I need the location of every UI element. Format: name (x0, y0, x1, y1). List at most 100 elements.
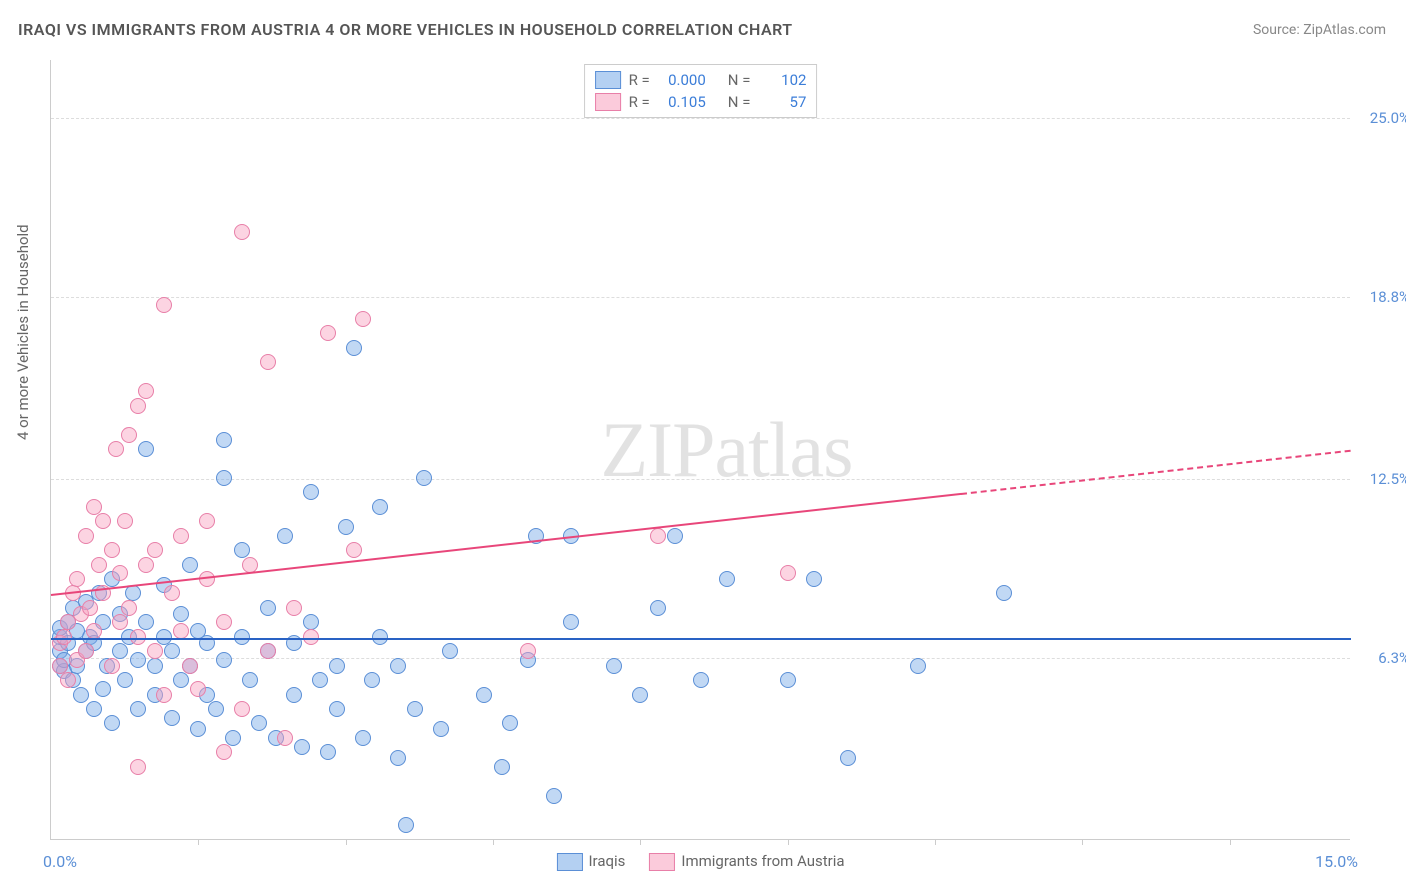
scatter-point (260, 600, 276, 616)
trend-line (51, 493, 961, 596)
scatter-point (416, 470, 432, 486)
scatter-point (251, 715, 267, 731)
gridline (51, 297, 1350, 298)
scatter-point (286, 600, 302, 616)
x-tick (198, 839, 199, 845)
scatter-point (78, 528, 94, 544)
y-axis-label: 4 or more Vehicles in Household (14, 224, 32, 440)
legend-n-label: N = (728, 93, 751, 111)
correlation-legend: R =0.000N =102R =0.105N =57 (584, 64, 818, 118)
legend-r-value: 0.000 (662, 71, 706, 89)
legend-series-label: Iraqis (588, 852, 625, 870)
scatter-point (294, 739, 310, 755)
scatter-point (173, 528, 189, 544)
scatter-point (667, 528, 683, 544)
scatter-point (355, 730, 371, 746)
scatter-point (164, 585, 180, 601)
legend-n-value: 57 (762, 93, 806, 111)
legend-swatch (556, 853, 582, 871)
scatter-point (73, 687, 89, 703)
scatter-point (182, 557, 198, 573)
scatter-point (277, 528, 293, 544)
y-tick-label: 18.8% (1370, 288, 1406, 306)
scatter-point (234, 542, 250, 558)
legend-r-value: 0.105 (662, 93, 706, 111)
scatter-point (130, 701, 146, 717)
scatter-point (112, 565, 128, 581)
y-tick-label: 6.3% (1378, 649, 1406, 667)
scatter-point (433, 721, 449, 737)
scatter-point (117, 513, 133, 529)
scatter-point (346, 542, 362, 558)
scatter-point (138, 383, 154, 399)
source-attribution: Source: ZipAtlas.com (1253, 22, 1386, 38)
x-tick (1230, 839, 1231, 845)
scatter-point (164, 710, 180, 726)
scatter-point (364, 672, 380, 688)
scatter-point (390, 750, 406, 766)
gridline (51, 658, 1350, 659)
scatter-point (130, 759, 146, 775)
scatter-point (164, 643, 180, 659)
scatter-point (130, 398, 146, 414)
legend-swatch (649, 853, 675, 871)
scatter-point (69, 571, 85, 587)
scatter-point (147, 542, 163, 558)
scatter-point (52, 658, 68, 674)
scatter-point (407, 701, 423, 717)
scatter-point (108, 441, 124, 457)
scatter-point (719, 571, 735, 587)
scatter-point (260, 354, 276, 370)
scatter-point (320, 325, 336, 341)
scatter-point (320, 744, 336, 760)
scatter-point (104, 715, 120, 731)
chart-title: IRAQI VS IMMIGRANTS FROM AUSTRIA 4 OR MO… (18, 20, 793, 39)
scatter-point (286, 687, 302, 703)
legend-top-row: R =0.000N =102 (595, 69, 807, 91)
legend-r-label: R = (629, 71, 650, 89)
scatter-point (86, 701, 102, 717)
scatter-point (840, 750, 856, 766)
scatter-point (112, 614, 128, 630)
scatter-point (242, 672, 258, 688)
scatter-point (494, 759, 510, 775)
scatter-point (650, 600, 666, 616)
scatter-point (442, 643, 458, 659)
scatter-point (130, 652, 146, 668)
x-tick (493, 839, 494, 845)
scatter-point (546, 788, 562, 804)
scatter-point (693, 672, 709, 688)
legend-n-label: N = (728, 71, 751, 89)
scatter-point (190, 681, 206, 697)
scatter-point (156, 687, 172, 703)
legend-series-label: Immigrants from Austria (681, 852, 844, 870)
scatter-point (173, 623, 189, 639)
scatter-point (173, 672, 189, 688)
chart-plot-area: ZIPatlas R =0.000N =102R =0.105N =57 Ira… (50, 60, 1350, 840)
scatter-point (277, 730, 293, 746)
scatter-point (606, 658, 622, 674)
x-axis-min-label: 0.0% (43, 852, 77, 871)
scatter-point (216, 614, 232, 630)
scatter-point (208, 701, 224, 717)
scatter-point (147, 658, 163, 674)
scatter-point (346, 340, 362, 356)
scatter-point (780, 565, 796, 581)
scatter-point (338, 519, 354, 535)
scatter-point (216, 432, 232, 448)
scatter-point (502, 715, 518, 731)
scatter-point (520, 643, 536, 659)
legend-r-label: R = (629, 93, 650, 111)
x-tick (346, 839, 347, 845)
scatter-point (91, 557, 107, 573)
x-axis-max-label: 15.0% (1315, 852, 1358, 871)
scatter-point (780, 672, 796, 688)
scatter-point (173, 606, 189, 622)
scatter-point (86, 499, 102, 515)
scatter-point (86, 623, 102, 639)
scatter-point (112, 643, 128, 659)
scatter-point (104, 658, 120, 674)
scatter-point (996, 585, 1012, 601)
scatter-point (563, 614, 579, 630)
scatter-point (910, 658, 926, 674)
